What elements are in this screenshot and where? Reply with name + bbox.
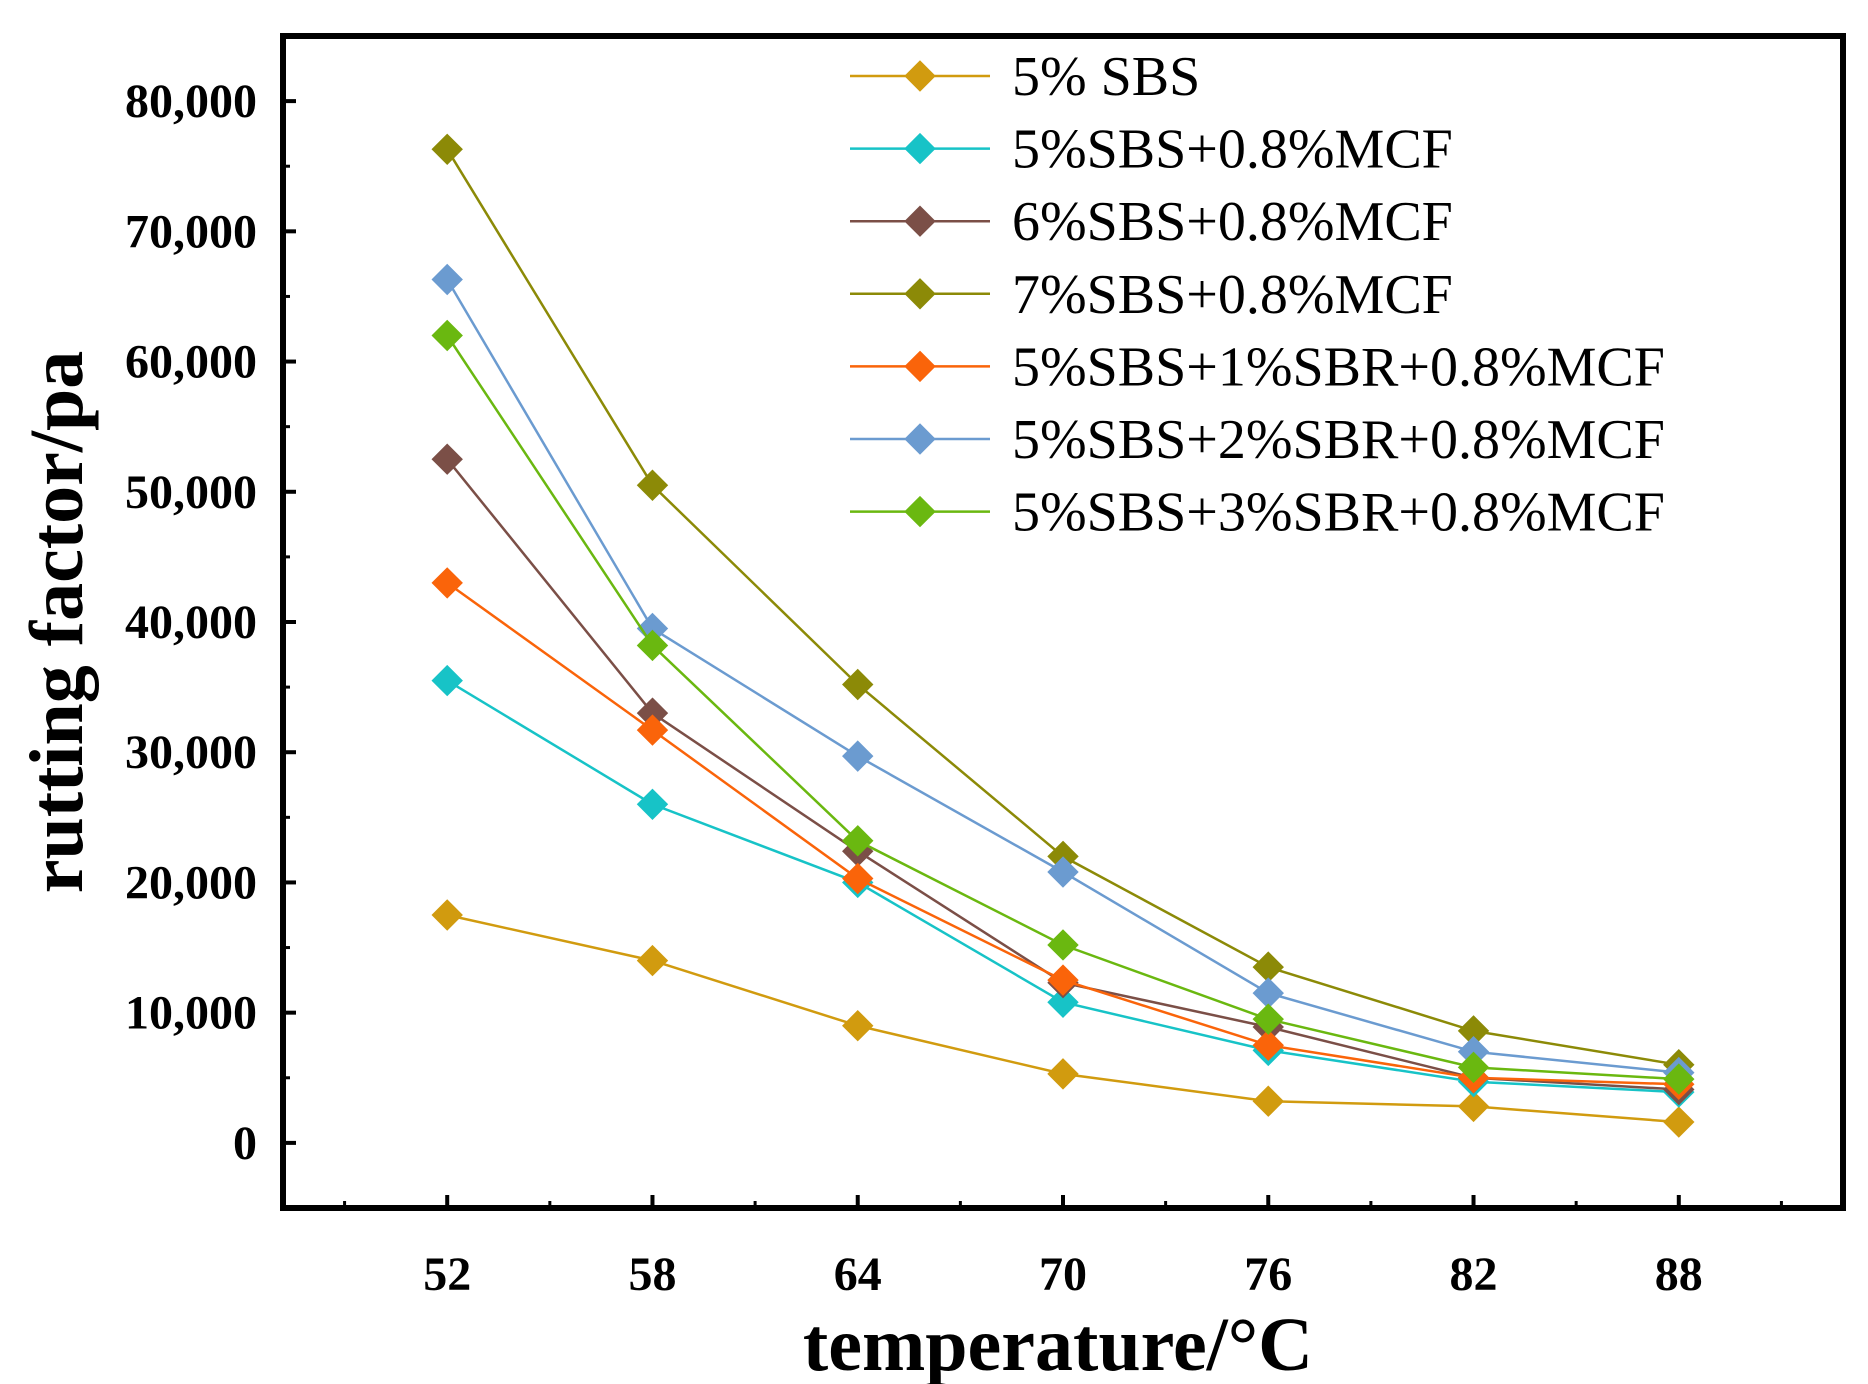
y-tick-label: 20,000 (125, 856, 257, 909)
y-axis-title: rutting factor/pa (15, 351, 99, 893)
data-point (1047, 856, 1079, 888)
legend-marker (904, 205, 936, 237)
data-point (636, 788, 669, 821)
legend-entry: 5% SBS (850, 46, 1200, 108)
x-tick-label: 82 (1450, 1248, 1498, 1301)
legend-label: 5%SBS+3%SBR+0.8%MCF (1012, 482, 1665, 544)
data-point (1663, 1106, 1695, 1138)
data-point (636, 944, 669, 977)
data-point (1047, 929, 1079, 961)
data-point (1663, 1063, 1695, 1095)
data-point (1457, 1090, 1490, 1123)
x-tick-label: 70 (1039, 1248, 1087, 1301)
x-axis-title: temperature/°C (803, 1303, 1313, 1384)
legend-label: 6%SBS+0.8%MCF (1012, 191, 1453, 253)
legend-entry: 5%SBS+2%SBR+0.8%MCF (850, 409, 1665, 471)
data-point (431, 263, 463, 296)
series-layer (431, 133, 1695, 1138)
legend-marker (904, 60, 936, 92)
legend-label: 5%SBS+1%SBR+0.8%MCF (1012, 336, 1665, 398)
x-tick-label: 64 (834, 1248, 882, 1301)
axis-layer: 0 10,000 20,000 30,000 40,000 50,000 60,000 70,… (125, 75, 1783, 1301)
legend-entry: 5%SBS+0.8%MCF (850, 119, 1453, 181)
legend: 5% SBS 5%SBS+0.8%MCF 6%SBS+0.8%MCF 7%SBS+0.… (850, 46, 1665, 544)
series-7 (431, 319, 1695, 1095)
y-tick-label: 10,000 (125, 987, 257, 1040)
series-1 (431, 899, 1695, 1138)
data-point (1252, 1003, 1284, 1035)
y-tick-label: 40,000 (125, 596, 257, 649)
legend-marker (904, 350, 936, 383)
legend-entry: 7%SBS+0.8%MCF (850, 264, 1453, 326)
legend-entry: 5%SBS+1%SBR+0.8%MCF (850, 336, 1665, 398)
x-tick-label: 58 (628, 1248, 676, 1301)
data-point (842, 668, 874, 701)
data-point (842, 1009, 874, 1042)
x-tick-label: 88 (1655, 1248, 1703, 1301)
data-point (431, 319, 463, 352)
legend-label: 5%SBS+2%SBR+0.8%MCF (1012, 409, 1665, 471)
data-point (1047, 964, 1079, 996)
series-5 (431, 567, 1695, 1100)
data-point (842, 740, 874, 772)
data-point (636, 469, 669, 501)
y-tick-label: 30,000 (125, 726, 257, 779)
data-point (1457, 1051, 1490, 1084)
legend-marker (904, 423, 936, 455)
data-point (842, 825, 874, 857)
data-point (431, 567, 463, 599)
legend-marker (904, 278, 936, 310)
x-tick-label: 76 (1244, 1248, 1292, 1301)
data-point (431, 664, 463, 697)
data-point (1252, 1029, 1284, 1061)
data-point (431, 443, 463, 475)
legend-label: 7%SBS+0.8%MCF (1012, 264, 1453, 326)
data-point (1252, 1085, 1284, 1117)
data-point (842, 862, 874, 895)
data-point (1047, 1058, 1079, 1090)
y-tick-label: 50,000 (125, 466, 257, 519)
legend-entry: 5%SBS+3%SBR+0.8%MCF (850, 482, 1665, 544)
data-point (636, 714, 669, 746)
legend-marker (904, 495, 936, 528)
y-tick-label: 0 (233, 1117, 257, 1170)
data-point (431, 899, 463, 931)
legend-label: 5% SBS (1012, 46, 1200, 108)
y-tick-label: 60,000 (125, 336, 257, 389)
legend-marker (904, 132, 936, 165)
x-tick-label: 52 (423, 1248, 471, 1301)
legend-label: 5%SBS+0.8%MCF (1012, 119, 1453, 181)
data-point (636, 629, 669, 662)
data-point (1047, 986, 1079, 1018)
legend-entry: 6%SBS+0.8%MCF (850, 191, 1453, 253)
y-tick-label: 70,000 (125, 205, 257, 258)
data-point (431, 133, 463, 166)
y-tick-label: 80,000 (125, 75, 257, 128)
